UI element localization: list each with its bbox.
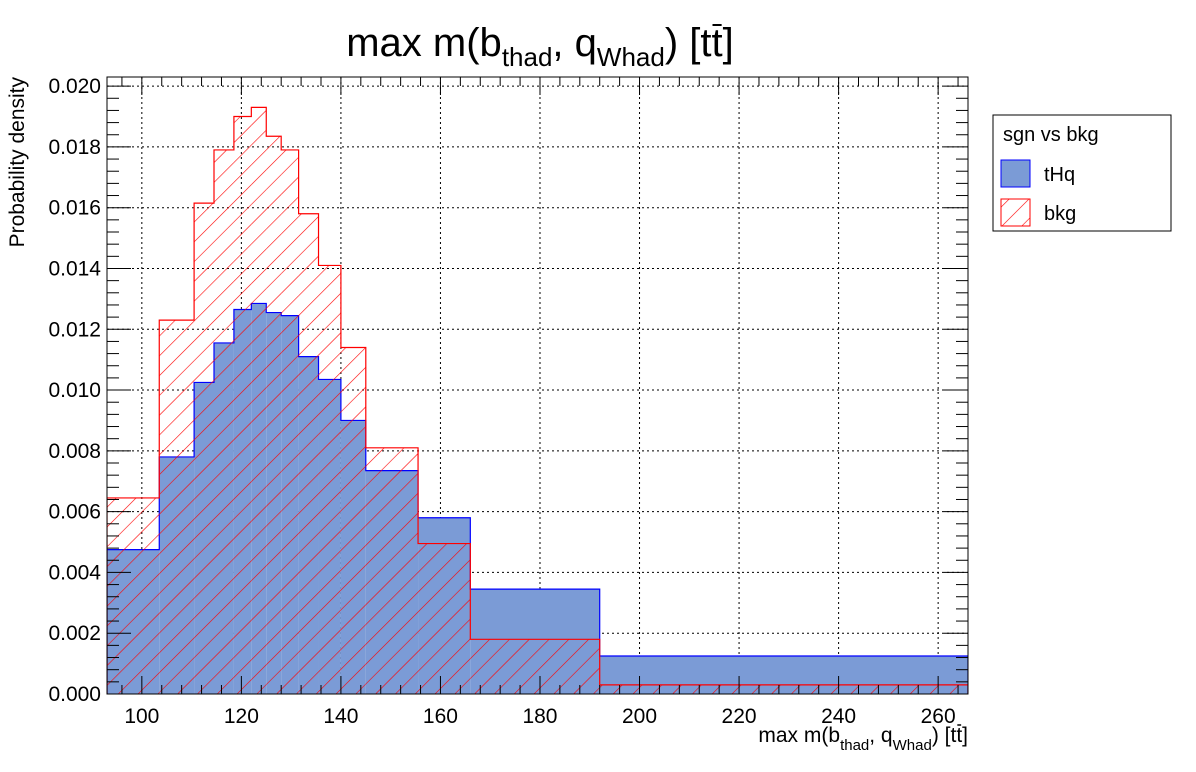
bar-bkg [599,684,968,694]
histogram-bars [107,106,968,694]
y-tick-label: 0.002 [48,622,101,645]
y-axis-label: Probability density [6,77,29,248]
x-tick-label: 160 [423,705,458,728]
legend-title: sgn vs bkg [1003,124,1099,146]
bar-bkg [365,447,419,694]
y-tick-label: 0.012 [48,318,101,341]
bar-bkg [281,149,299,694]
y-tick-labels: 0.000 0.002 0.004 0.006 0.008 0.010 0.012 0.014… [48,75,101,706]
legend-label-bkg: bkg [1044,203,1076,225]
x-tick-label: 200 [622,705,657,728]
chart-title: max m(bthad, qWhad) [tt] [346,21,734,72]
legend: sgn vs bkg tHq bkg [992,114,1172,232]
x-tick-label: 140 [323,705,358,728]
y-tick-label: 0.018 [48,136,101,159]
series-outline-bkg [107,106,968,694]
bar-bkg [107,497,160,694]
x-tick-label: 240 [821,705,856,728]
plot-frame [106,76,969,695]
x-tick-labels: 100 120 140 160 180 200 220 240 260 [124,705,955,728]
x-tick-label: 260 [921,705,956,728]
x-tick-label: 180 [522,705,557,728]
bar-bkg [159,320,195,694]
legend-swatch-bkg [1000,198,1031,227]
y-tick-label: 0.004 [48,561,101,584]
x-tick-label: 120 [224,705,259,728]
bar-bkg [251,107,267,694]
y-tick-label: 0.000 [48,683,101,706]
y-tick-label: 0.016 [48,197,101,220]
bar-bkg [418,543,471,694]
bar-bkg [194,203,215,694]
bar-bkg [266,136,282,694]
x-tick-label: 100 [124,705,159,728]
bar-bkg [298,213,319,694]
bar-bkg [470,639,600,694]
x-axis-label: max m(bthad, qWhad) [tt] [758,724,968,754]
legend-label-thq: tHq [1044,164,1075,186]
y-tick-label: 0.020 [48,75,101,98]
x-tick-label: 220 [722,705,757,728]
bar-bkg [233,116,252,694]
bar-bkg [214,149,234,694]
y-tick-label: 0.010 [48,379,101,402]
bar-bkg [340,347,366,694]
y-tick-label: 0.006 [48,501,101,524]
bar-bkg [318,265,341,694]
axes [106,76,969,695]
y-tick-label: 0.014 [48,257,101,280]
y-tick-label: 0.008 [48,440,101,463]
legend-swatch-thq [1000,159,1031,188]
